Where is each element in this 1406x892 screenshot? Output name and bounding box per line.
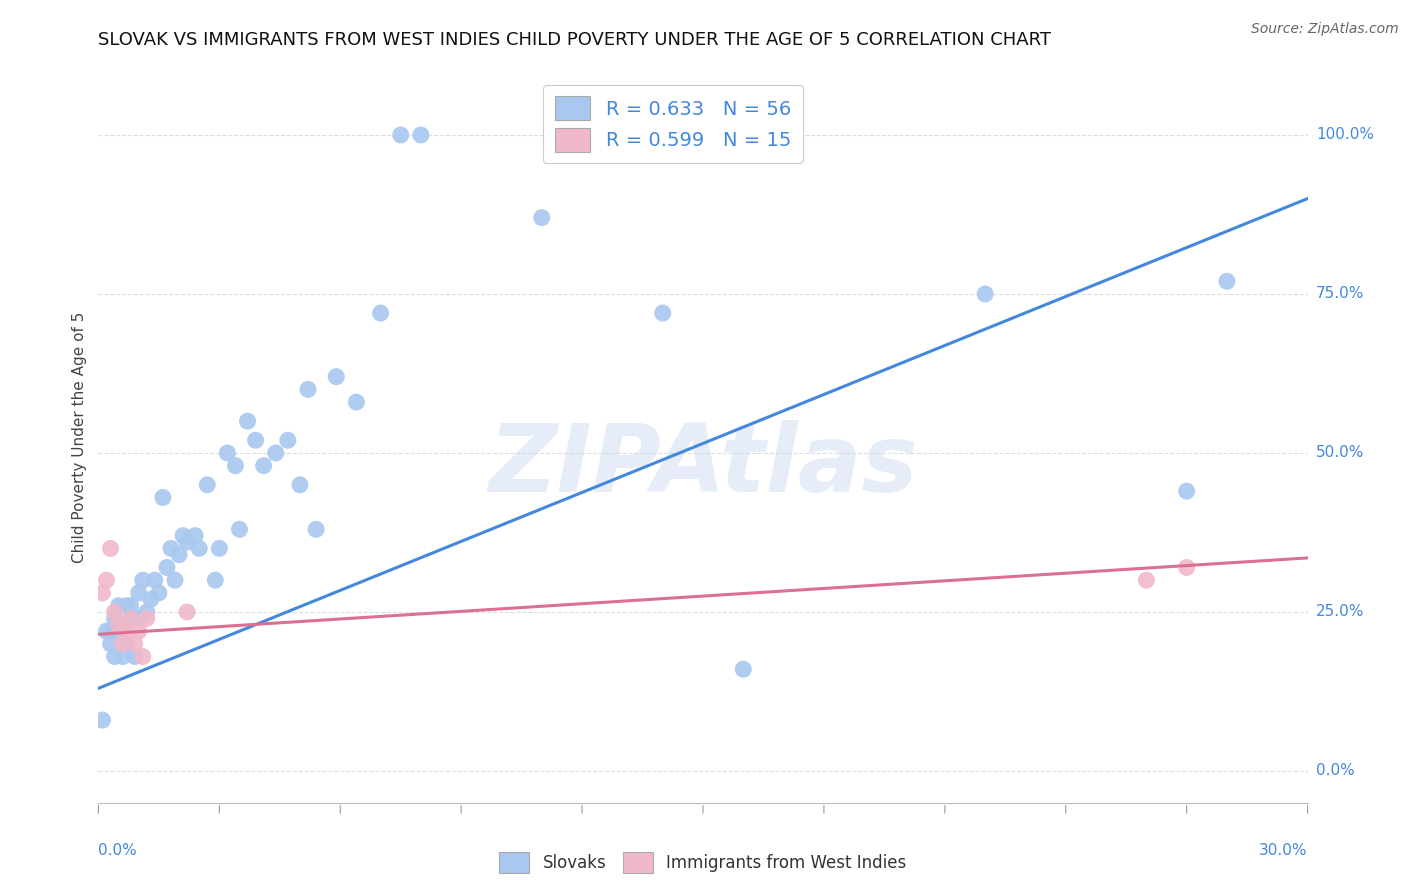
Point [96, 624, 118, 638]
Point [107, 599, 129, 613]
Point [344, 395, 367, 409]
Text: 25.0%: 25.0% [1316, 605, 1364, 619]
Point [530, 211, 553, 225]
Text: ZIPAtlas: ZIPAtlas [488, 420, 918, 512]
Text: 75.0%: 75.0% [1316, 286, 1364, 301]
Point [111, 617, 134, 632]
Point [115, 599, 138, 613]
Point [107, 624, 129, 638]
Point [733, 662, 755, 676]
Point [370, 306, 392, 320]
Point [236, 414, 259, 428]
Point [115, 637, 138, 651]
Text: Source: ZipAtlas.com: Source: ZipAtlas.com [1251, 22, 1399, 37]
Point [120, 599, 142, 613]
Point [1175, 484, 1198, 499]
Point [100, 541, 122, 556]
Point [1135, 573, 1157, 587]
Point [120, 611, 142, 625]
Point [195, 477, 218, 491]
Point [160, 541, 183, 556]
Point [974, 287, 997, 301]
Point [120, 611, 142, 625]
Point [167, 548, 190, 562]
Point [297, 383, 319, 397]
Point [135, 611, 157, 625]
Point [172, 529, 194, 543]
Point [107, 617, 129, 632]
Point [124, 649, 146, 664]
Point [217, 446, 239, 460]
Point [100, 637, 122, 651]
Text: 100.0%: 100.0% [1316, 128, 1374, 143]
Point [163, 573, 186, 587]
Y-axis label: Child Poverty Under the Age of 5: Child Poverty Under the Age of 5 [72, 311, 87, 563]
Point [152, 491, 174, 505]
Point [111, 649, 134, 664]
Text: 50.0%: 50.0% [1316, 445, 1364, 460]
Point [176, 605, 198, 619]
Point [288, 477, 311, 491]
Legend: R = 0.633   N = 56, R = 0.599   N = 15: R = 0.633 N = 56, R = 0.599 N = 15 [544, 85, 803, 163]
Point [264, 446, 287, 460]
Point [143, 573, 166, 587]
Point [128, 611, 150, 625]
Point [128, 586, 150, 600]
Point [103, 611, 125, 625]
Point [325, 369, 347, 384]
Text: 0.0%: 0.0% [98, 843, 138, 858]
Point [111, 637, 134, 651]
Point [204, 573, 226, 587]
Point [305, 522, 328, 536]
Point [253, 458, 276, 473]
Point [389, 128, 412, 142]
Point [277, 434, 299, 448]
Legend: Slovaks, Immigrants from West Indies: Slovaks, Immigrants from West Indies [492, 846, 914, 880]
Point [91, 586, 114, 600]
Point [245, 434, 267, 448]
Point [228, 522, 250, 536]
Point [91, 713, 114, 727]
Point [1175, 560, 1198, 574]
Point [103, 605, 125, 619]
Point [148, 586, 170, 600]
Point [409, 128, 432, 142]
Point [96, 573, 118, 587]
Point [115, 624, 138, 638]
Text: 30.0%: 30.0% [1260, 843, 1308, 858]
Point [184, 529, 207, 543]
Point [176, 535, 198, 549]
Point [651, 306, 673, 320]
Point [188, 541, 211, 556]
Point [128, 624, 150, 638]
Point [103, 649, 125, 664]
Point [208, 541, 231, 556]
Point [124, 637, 146, 651]
Text: 0.0%: 0.0% [1316, 764, 1354, 779]
Point [100, 624, 122, 638]
Point [132, 649, 155, 664]
Point [156, 560, 179, 574]
Point [1216, 274, 1239, 288]
Point [132, 573, 155, 587]
Point [224, 458, 246, 473]
Point [135, 605, 157, 619]
Point [139, 592, 162, 607]
Text: SLOVAK VS IMMIGRANTS FROM WEST INDIES CHILD POVERTY UNDER THE AGE OF 5 CORRELATI: SLOVAK VS IMMIGRANTS FROM WEST INDIES CH… [98, 31, 1052, 49]
